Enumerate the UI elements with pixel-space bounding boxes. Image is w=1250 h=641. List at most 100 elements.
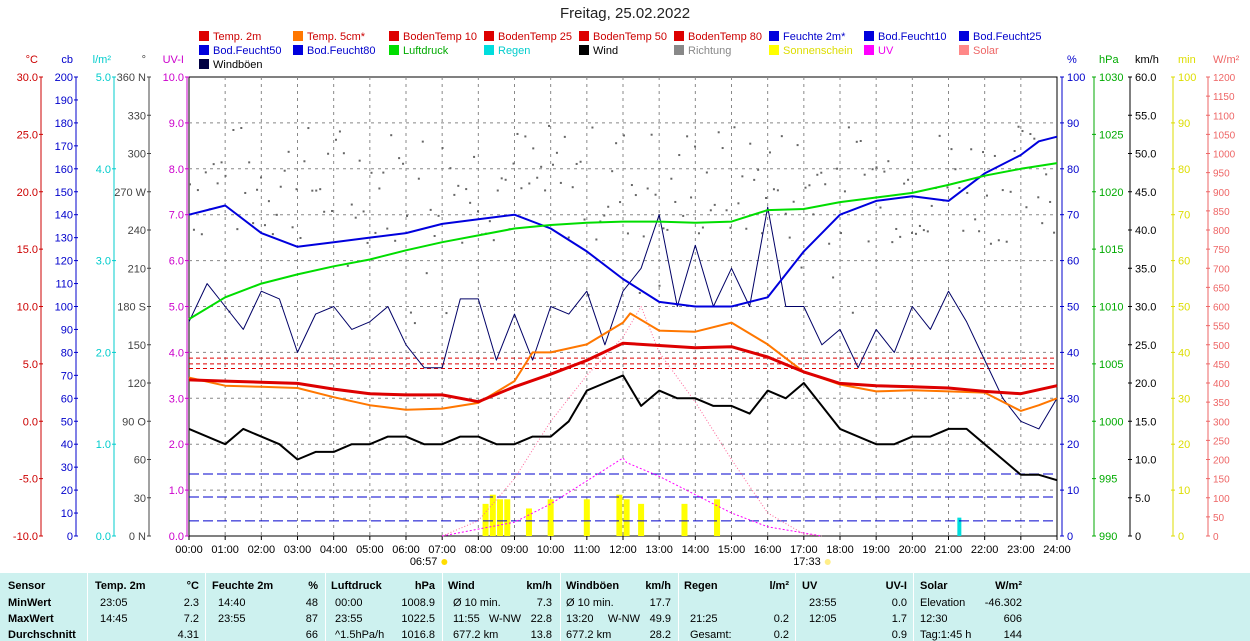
- direction-point: [413, 322, 416, 325]
- legend-swatch: [199, 45, 209, 55]
- direction-point: [252, 222, 255, 225]
- direction-point: [867, 240, 870, 243]
- x-axis-tick-label: 09:00: [501, 544, 529, 556]
- direction-point: [346, 264, 349, 267]
- direction-point: [871, 168, 874, 171]
- direction-point: [283, 169, 286, 172]
- table-cell: Gesamt:: [690, 629, 732, 641]
- axis-tick-label: 60.0: [1135, 72, 1156, 84]
- direction-point: [263, 224, 266, 227]
- legend-label: BodenTemp 80: [688, 31, 762, 43]
- axis-tick-label: 600: [1213, 303, 1230, 314]
- direction-point: [690, 196, 693, 199]
- direction-point: [840, 232, 842, 235]
- table-header: %: [308, 580, 318, 592]
- axis-tick-label: 400: [1213, 379, 1230, 390]
- chart-title: Freitag, 25.02.2022: [559, 5, 691, 22]
- direction-point: [200, 233, 203, 236]
- axis-tick-label: 650: [1213, 283, 1230, 294]
- direction-point: [930, 204, 933, 207]
- series-line: [188, 162, 1058, 320]
- axis-tick-label: 50: [1178, 302, 1190, 314]
- direction-point: [212, 163, 215, 166]
- direction-point: [630, 184, 633, 187]
- direction-point: [437, 214, 440, 217]
- legend-swatch: [293, 45, 303, 55]
- direction-point: [402, 162, 405, 165]
- direction-point: [883, 170, 886, 173]
- table-cell: 606: [1003, 613, 1022, 625]
- axis-unit-label: l/m²: [93, 54, 112, 66]
- direction-point: [662, 227, 665, 230]
- direction-point: [287, 150, 290, 153]
- direction-point: [741, 175, 744, 178]
- direction-point: [962, 229, 965, 232]
- legend-item: Temp. 5cm*: [293, 31, 365, 43]
- axis-tick-label: 9.0: [169, 118, 184, 130]
- direction-point: [477, 210, 480, 213]
- axis-tick-label: 40.0: [1135, 225, 1156, 237]
- legend-label: Sonnenschein: [783, 45, 853, 57]
- direction-point: [607, 205, 610, 208]
- direction-point: [650, 133, 653, 136]
- direction-point: [224, 174, 227, 177]
- direction-point: [323, 210, 326, 213]
- direction-point: [926, 230, 929, 233]
- direction-point: [417, 177, 420, 180]
- legend-label: Bod.Feucht25: [973, 31, 1042, 43]
- axis-tick-label: 990: [1099, 531, 1117, 543]
- direction-point: [761, 232, 764, 235]
- direction-point: [911, 231, 914, 234]
- axis-tick-label: 1.0: [169, 485, 184, 497]
- axis-tick-label: 40: [1178, 347, 1190, 359]
- series-line: [442, 457, 822, 537]
- sunshine-bar: [547, 499, 554, 536]
- axis-tick-label: 80: [1178, 164, 1190, 176]
- direction-point: [757, 168, 760, 171]
- axis-tick-label: 10: [1067, 485, 1079, 497]
- axis-tick-label: 120: [128, 378, 146, 390]
- sunrise-label: 06:57: [410, 556, 438, 568]
- axis-tick-label: 0: [1213, 532, 1219, 543]
- direction-point: [540, 165, 543, 168]
- axis-tick-label: 25.0: [1135, 340, 1156, 352]
- x-axis-tick-label: 10:00: [537, 544, 565, 556]
- direction-point: [713, 203, 716, 206]
- axis-tick-label: 3.0: [96, 256, 111, 268]
- direction-point: [544, 189, 547, 192]
- axis-tick-label: 300: [1213, 417, 1230, 428]
- table-header: Windböen: [566, 580, 620, 592]
- table-cell: 23:55: [809, 597, 837, 609]
- direction-point: [824, 183, 827, 186]
- axis-tick-label: 850: [1213, 207, 1230, 218]
- legend-swatch: [484, 45, 494, 55]
- direction-point: [701, 226, 704, 229]
- legend-swatch: [674, 45, 684, 55]
- direction-point: [753, 178, 756, 181]
- x-axis-tick-label: 06:00: [392, 544, 420, 556]
- direction-point: [441, 146, 444, 149]
- direction-point: [993, 154, 996, 157]
- axis-tick-label: 0.0: [169, 531, 184, 543]
- direction-point: [295, 188, 298, 191]
- direction-point: [721, 147, 724, 150]
- axis-tick-label: 150: [1213, 475, 1230, 486]
- direction-point: [847, 126, 850, 129]
- axis-tick-label: 60: [61, 393, 73, 405]
- legend-item: Windböen: [199, 59, 263, 71]
- axis-tick-label: 950: [1213, 169, 1230, 180]
- table-cell: 1.7: [891, 613, 907, 625]
- direction-point: [982, 151, 985, 154]
- direction-point: [966, 191, 969, 194]
- direction-point: [768, 151, 771, 154]
- x-axis-tick-label: 13:00: [645, 544, 673, 556]
- table-cell: 87: [305, 613, 318, 625]
- table-row-label: MaxWert: [8, 613, 54, 625]
- direction-point: [796, 144, 799, 147]
- direction-point: [583, 218, 586, 221]
- direction-point: [855, 140, 858, 143]
- legend-label: Bod.Feucht50: [213, 45, 282, 57]
- table-cell: 21:25: [690, 613, 718, 625]
- axis-tick-label: 180: [55, 118, 73, 130]
- axis-tick-label: 800: [1213, 226, 1230, 237]
